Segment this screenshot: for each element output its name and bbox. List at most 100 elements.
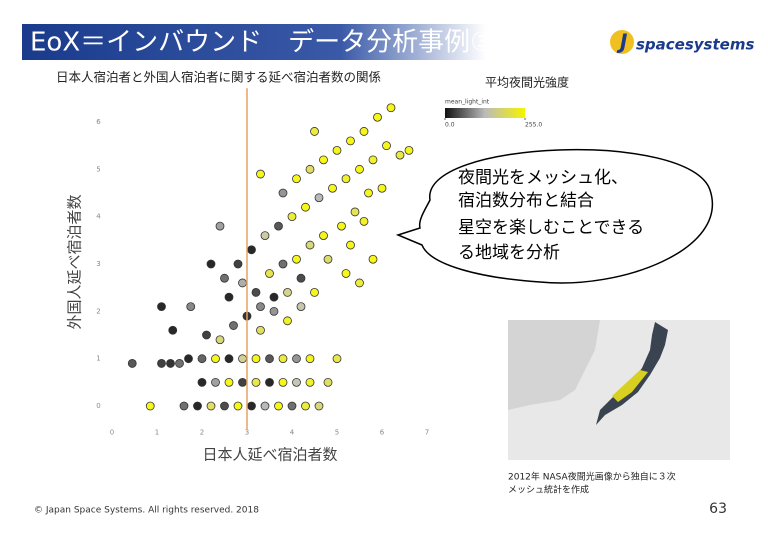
- point: [220, 273, 229, 283]
- point: [256, 325, 265, 335]
- x-tick-label: 4: [290, 429, 295, 437]
- point: [310, 127, 319, 136]
- point: [233, 259, 243, 269]
- point: [145, 401, 155, 411]
- point: [224, 377, 234, 387]
- colorbar-tick-label: 255.0: [525, 122, 542, 129]
- point: [368, 155, 378, 165]
- y-tick-label: 5: [96, 165, 100, 173]
- x-tick-label: 1: [155, 429, 159, 437]
- point: [251, 288, 261, 297]
- point: [278, 188, 288, 198]
- callout-bubble: [395, 148, 713, 284]
- point: [251, 354, 261, 364]
- slide-title: EoX＝インバウンド データ分析事例③: [30, 28, 493, 58]
- page-number: 63: [709, 501, 727, 517]
- map-continent: [508, 320, 600, 410]
- point: [260, 231, 270, 240]
- point: [355, 164, 364, 174]
- map-caption: 2012年 NASA夜間光画像から独自に３次: [508, 471, 676, 483]
- callout: 夜間光をメッシュ化、 宿泊数分布と結合 星空を楽しむことできる る地域を分析: [395, 148, 713, 284]
- callout-line: 宿泊数分布と結合: [458, 191, 594, 211]
- point: [211, 354, 220, 364]
- point: [206, 259, 216, 269]
- callout-line: 夜間光をメッシュ化、: [458, 168, 628, 188]
- point: [314, 193, 324, 203]
- point: [283, 316, 292, 326]
- point: [377, 183, 387, 193]
- point: [346, 136, 355, 146]
- y-tick-label: 0: [96, 402, 100, 410]
- point: [197, 354, 207, 364]
- point: [247, 245, 256, 255]
- point: [238, 354, 247, 364]
- point: [287, 212, 297, 222]
- y-tick-label: 3: [96, 260, 100, 268]
- point: [274, 401, 283, 411]
- logo: J spacesystems: [610, 30, 754, 54]
- logo-mark: [610, 30, 634, 54]
- point: [179, 401, 189, 411]
- point: [346, 240, 355, 250]
- point: [368, 254, 378, 264]
- point: [265, 377, 274, 387]
- point: [292, 174, 301, 184]
- point: [314, 401, 324, 411]
- point: [224, 292, 234, 302]
- point: [274, 221, 283, 231]
- point: [310, 288, 319, 297]
- map-japan: [596, 322, 668, 425]
- point: [206, 401, 216, 411]
- point: [323, 254, 333, 264]
- x-tick-label: 3: [245, 429, 249, 437]
- chart-title: 日本人宿泊者と外国人宿泊者に関する延べ宿泊者数の関係: [56, 70, 381, 85]
- point: [359, 216, 369, 226]
- x-axis-label: 日本人延べ宿泊者数: [202, 446, 337, 464]
- point: [238, 377, 247, 387]
- copyright: © Japan Space Systems. All rights reserv…: [34, 506, 259, 516]
- point: [319, 155, 328, 165]
- y-tick-label: 6: [96, 118, 101, 126]
- point: [301, 202, 310, 212]
- point: [355, 278, 364, 288]
- x-tick-label: 0: [110, 429, 114, 437]
- point: [256, 302, 265, 312]
- point: [224, 354, 234, 364]
- point: [193, 401, 202, 411]
- point: [292, 254, 301, 264]
- point: [364, 188, 373, 198]
- point: [305, 377, 315, 387]
- point: [220, 401, 229, 411]
- point: [332, 354, 342, 364]
- point: [292, 377, 301, 387]
- colorbar: [445, 108, 525, 118]
- point: [278, 259, 288, 269]
- x-tick-label: 5: [335, 429, 339, 437]
- point: [127, 359, 137, 368]
- map-lights: [612, 370, 648, 402]
- point: [184, 354, 193, 364]
- x-tick-label: 6: [380, 429, 385, 437]
- point: [337, 221, 346, 231]
- point: [292, 354, 301, 364]
- point: [197, 377, 207, 387]
- point: [229, 321, 238, 330]
- point: [323, 377, 333, 387]
- plot: 0 1 2 3 4 5 6 7 0 1 2 3 4 5 6: [96, 88, 429, 437]
- point: [278, 377, 288, 387]
- point: [265, 269, 274, 278]
- point: [260, 401, 270, 411]
- point: [287, 401, 297, 411]
- point: [215, 335, 225, 345]
- callout-line: る地域を分析: [458, 243, 560, 263]
- x-tick-label: 7: [425, 429, 429, 437]
- point: [305, 164, 315, 174]
- point: [157, 359, 166, 368]
- point: [305, 354, 315, 364]
- point: [404, 145, 414, 155]
- point: [341, 269, 351, 278]
- point: [319, 231, 328, 240]
- point: [296, 302, 306, 312]
- header-bar: [22, 24, 602, 60]
